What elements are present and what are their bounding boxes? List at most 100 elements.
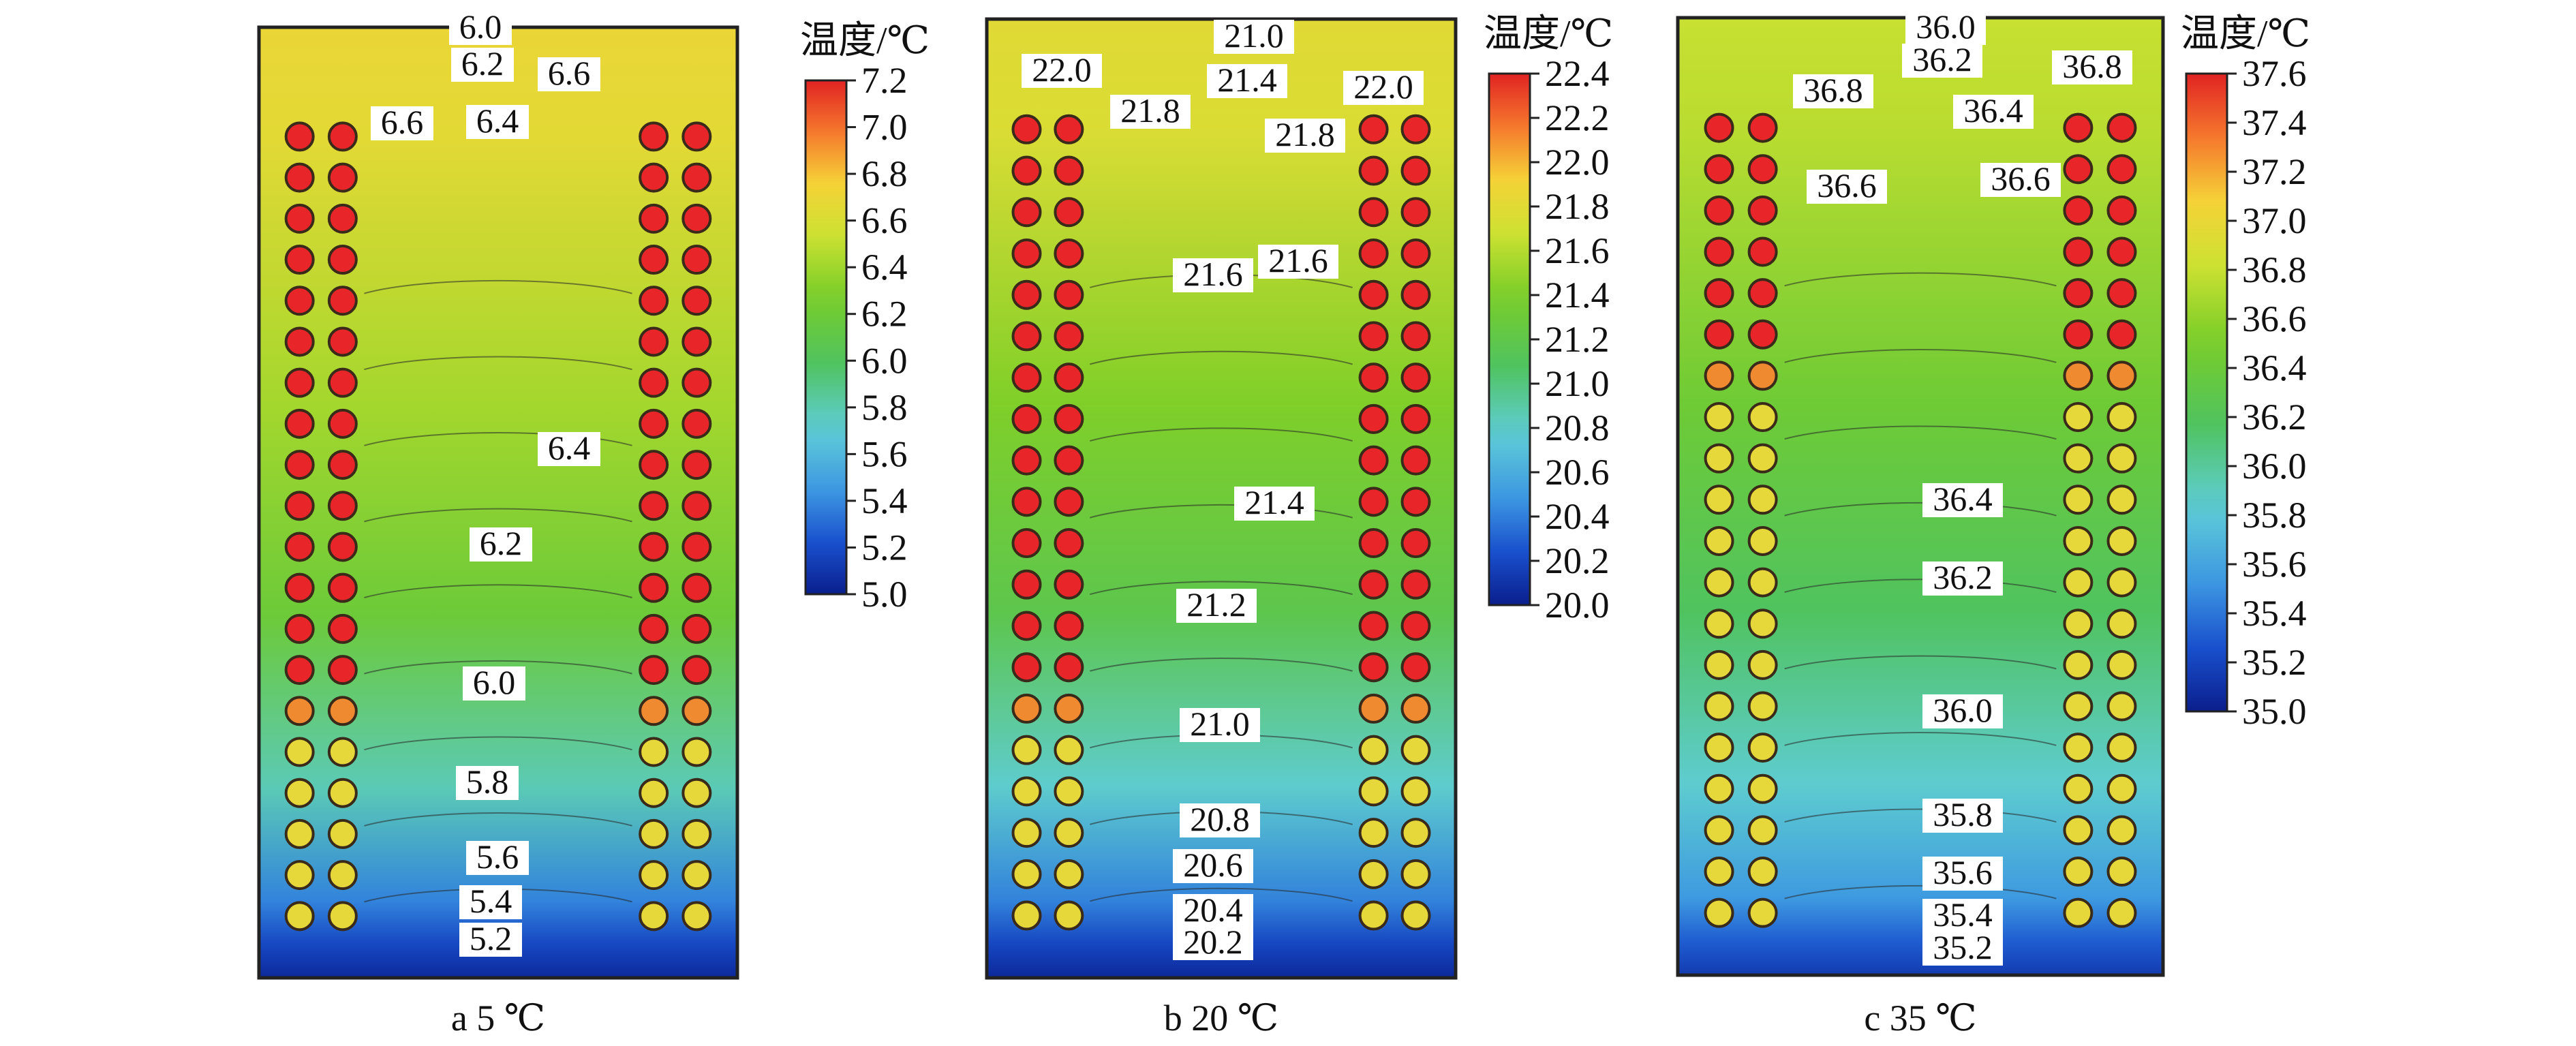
heat-cell bbox=[1358, 859, 1389, 889]
heat-cell bbox=[1011, 900, 1042, 931]
heat-cell bbox=[639, 162, 669, 193]
heat-cell bbox=[1747, 154, 1778, 185]
heat-cell bbox=[681, 367, 712, 398]
heat-cell bbox=[1704, 484, 1734, 515]
colorbar-tick-label: 5.4 bbox=[861, 480, 908, 521]
contour-label: 6.4 bbox=[548, 429, 591, 467]
heat-cell bbox=[1011, 114, 1042, 144]
heat-cell bbox=[2106, 649, 2137, 680]
heat-cell bbox=[1747, 525, 1778, 556]
contour-label: 36.6 bbox=[1817, 166, 1877, 204]
heat-cell bbox=[1400, 735, 1431, 765]
contour-label-box bbox=[1922, 799, 2003, 833]
colorbar-tick-label: 5.2 bbox=[861, 527, 908, 568]
contour-line bbox=[364, 812, 632, 827]
heat-cell bbox=[327, 655, 358, 686]
heat-cell bbox=[1358, 569, 1389, 600]
heat-cell bbox=[1054, 569, 1084, 600]
contour-label: 36.0 bbox=[1933, 691, 1993, 729]
heat-cell bbox=[1400, 197, 1431, 228]
heat-cell bbox=[284, 121, 315, 152]
contour-label-box bbox=[1905, 11, 1986, 45]
contour-label-box bbox=[1110, 95, 1191, 129]
colorbar-tick-label: 36.0 bbox=[2242, 446, 2307, 487]
heat-cell bbox=[1011, 735, 1042, 765]
heat-cell bbox=[1054, 403, 1084, 434]
contour-label: 36.4 bbox=[1933, 480, 1993, 518]
contour-label-box bbox=[1176, 589, 1257, 623]
heat-cell bbox=[1747, 443, 1778, 474]
heat-cell bbox=[1704, 195, 1734, 226]
contour-label-box bbox=[2052, 50, 2132, 84]
contour-label-box bbox=[456, 766, 519, 800]
heat-cell bbox=[1400, 528, 1431, 559]
heat-cell bbox=[1747, 773, 1778, 804]
heat-cell bbox=[284, 737, 315, 767]
heat-cell bbox=[1400, 155, 1431, 186]
heat-cell bbox=[1358, 155, 1389, 186]
heat-cell bbox=[1400, 238, 1431, 268]
heat-cell bbox=[1054, 321, 1084, 352]
contour-label: 36.2 bbox=[1933, 558, 1993, 596]
heat-cell bbox=[1011, 363, 1042, 393]
heat-cell bbox=[2063, 691, 2094, 722]
heat-cell bbox=[1011, 569, 1042, 600]
contour-line bbox=[1784, 655, 2057, 670]
contour-label-box bbox=[1214, 20, 1294, 54]
colorbar-tick-label: 35.4 bbox=[2242, 593, 2307, 634]
heat-cell bbox=[1054, 238, 1084, 268]
colorbar-tick-label: 37.4 bbox=[2242, 102, 2307, 143]
heat-cell bbox=[681, 860, 712, 891]
heat-cell bbox=[681, 532, 712, 562]
heat-cell bbox=[284, 778, 315, 808]
colorbar bbox=[2185, 72, 2228, 713]
contour-label-box bbox=[449, 11, 512, 45]
contour-label-box bbox=[538, 432, 600, 466]
heat-cell bbox=[2106, 360, 2137, 391]
heat-cell bbox=[1358, 693, 1389, 724]
heat-cell bbox=[1358, 403, 1389, 434]
heat-cell bbox=[1704, 773, 1734, 804]
contour-label: 6.2 bbox=[461, 44, 504, 82]
panel-caption: b 20 ℃ bbox=[1164, 998, 1278, 1039]
contour-label-box bbox=[466, 841, 529, 875]
contour-label: 21.4 bbox=[1244, 483, 1304, 521]
colorbar-tick-label: 37.6 bbox=[2242, 53, 2307, 94]
heat-cell bbox=[1011, 487, 1042, 517]
heat-cell bbox=[681, 901, 712, 932]
heat-cell bbox=[327, 901, 358, 932]
heat-cell bbox=[1704, 815, 1734, 846]
heat-cell bbox=[1704, 567, 1734, 598]
heat-cell bbox=[2063, 236, 2094, 267]
contour-label-box bbox=[459, 885, 522, 919]
contour-label-box bbox=[1343, 71, 1424, 105]
contour-label: 6.2 bbox=[480, 524, 523, 562]
heat-cell bbox=[1747, 402, 1778, 433]
heat-cell bbox=[2106, 154, 2137, 185]
heat-cell bbox=[1054, 611, 1084, 641]
heat-cell bbox=[1747, 609, 1778, 639]
heat-cell bbox=[1704, 278, 1734, 309]
contour-label: 36.4 bbox=[1963, 91, 2023, 129]
heat-cell bbox=[681, 655, 712, 686]
heat-cell bbox=[1747, 897, 1778, 928]
contour-label-box bbox=[1922, 932, 2003, 966]
heat-cell bbox=[1011, 197, 1042, 228]
heat-cell bbox=[1054, 693, 1084, 724]
contour-label: 6.0 bbox=[473, 663, 516, 701]
colorbar-tick-label: 21.4 bbox=[1545, 275, 1610, 316]
heat-cell bbox=[1054, 735, 1084, 765]
heat-cell bbox=[2063, 319, 2094, 350]
heat-cell bbox=[2106, 402, 2137, 433]
contour-label-box bbox=[1902, 44, 1982, 78]
colorbar-tick-label: 20.4 bbox=[1545, 496, 1610, 537]
heat-cell bbox=[327, 121, 358, 152]
heat-cell bbox=[639, 121, 669, 152]
heat-cell bbox=[1400, 445, 1431, 476]
contour-label: 35.8 bbox=[1933, 795, 1993, 833]
heat-cell bbox=[1054, 114, 1084, 144]
contour-label: 5.2 bbox=[470, 919, 512, 957]
contour-label: 6.6 bbox=[381, 103, 424, 141]
contour-label: 36.0 bbox=[1916, 7, 1976, 46]
